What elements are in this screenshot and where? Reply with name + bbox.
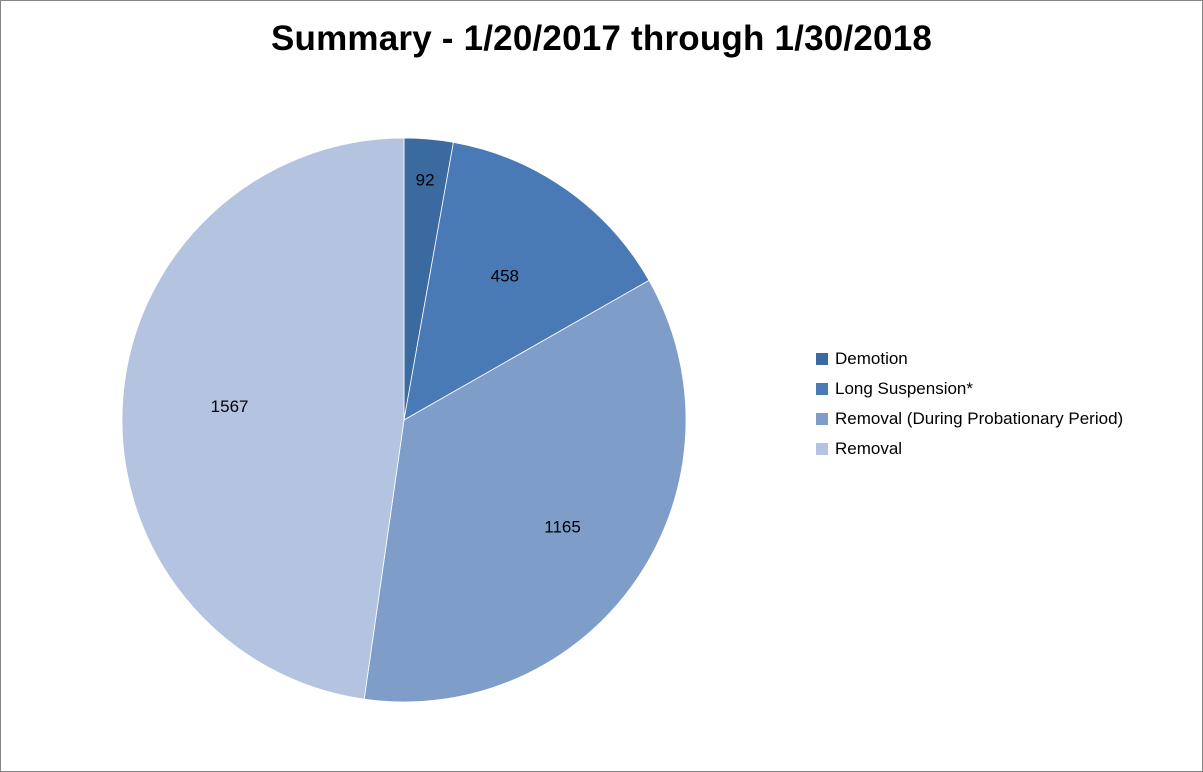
legend-swatch [816, 353, 828, 365]
legend: Demotion Long Suspension* Removal (During … [816, 344, 1123, 464]
legend-swatch [816, 413, 828, 425]
legend-item-removal: Removal [816, 434, 1123, 464]
data-label-removal: 1567 [211, 397, 249, 416]
legend-label: Demotion [835, 349, 908, 369]
data-label-demotion: 92 [416, 171, 435, 190]
legend-item-demotion: Demotion [816, 344, 1123, 374]
legend-item-long-suspension: Long Suspension* [816, 374, 1123, 404]
legend-label: Removal [835, 439, 902, 459]
data-label-removal-during-probationary-period: 1165 [544, 517, 581, 536]
legend-label: Long Suspension* [835, 379, 973, 399]
pie-slice-removal [122, 138, 404, 699]
legend-item-removal-during-probationary-period: Removal (During Probationary Period) [816, 404, 1123, 434]
data-label-long-suspension: 458 [491, 267, 519, 286]
legend-swatch [816, 383, 828, 395]
legend-label: Removal (During Probationary Period) [835, 409, 1123, 429]
legend-swatch [816, 443, 828, 455]
